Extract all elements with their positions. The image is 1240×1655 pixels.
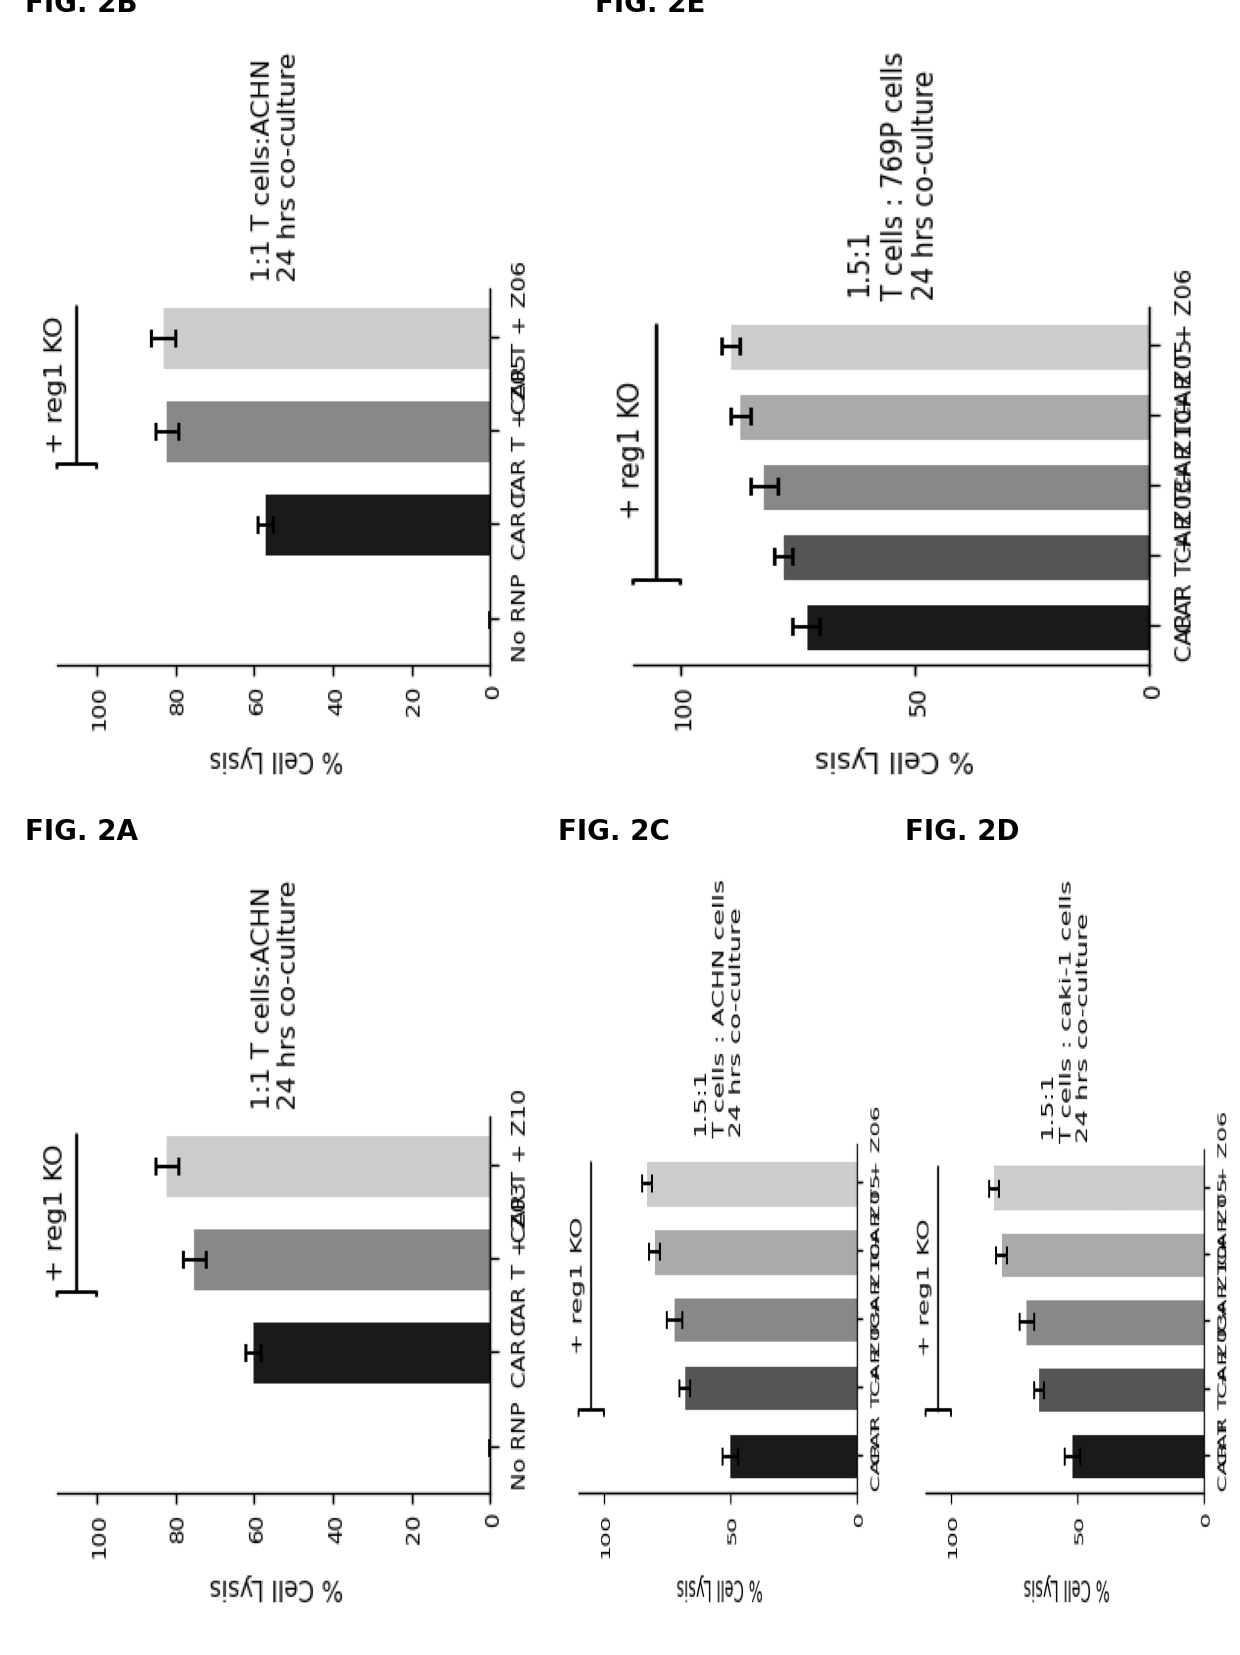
Text: FIG. 2A: FIG. 2A [25, 818, 138, 846]
Text: FIG. 2C: FIG. 2C [558, 818, 670, 846]
Text: FIG. 2E: FIG. 2E [595, 0, 706, 18]
Text: FIG. 2D: FIG. 2D [905, 818, 1019, 846]
Text: FIG. 2B: FIG. 2B [25, 0, 138, 18]
